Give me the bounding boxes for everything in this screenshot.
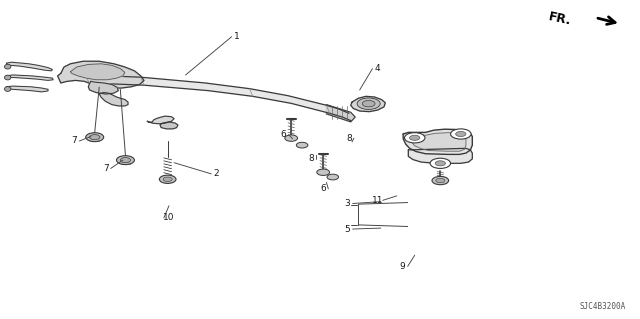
Polygon shape	[147, 116, 174, 124]
Text: 9: 9	[400, 262, 405, 271]
Ellipse shape	[4, 64, 11, 69]
Circle shape	[163, 177, 172, 182]
Text: 3: 3	[345, 199, 350, 208]
Text: 6: 6	[321, 184, 326, 193]
Text: 8: 8	[346, 134, 351, 143]
Text: 6: 6	[281, 130, 286, 139]
Polygon shape	[351, 96, 385, 112]
Text: 7: 7	[72, 137, 77, 145]
Polygon shape	[58, 61, 144, 88]
Circle shape	[86, 133, 104, 142]
Polygon shape	[99, 93, 128, 106]
Text: 2: 2	[214, 169, 219, 178]
Ellipse shape	[4, 75, 11, 80]
Circle shape	[435, 161, 445, 166]
Circle shape	[410, 135, 420, 140]
Polygon shape	[6, 75, 53, 80]
Polygon shape	[326, 105, 355, 122]
Polygon shape	[403, 129, 472, 154]
Polygon shape	[88, 81, 118, 94]
Polygon shape	[70, 64, 125, 80]
Polygon shape	[6, 62, 52, 71]
Circle shape	[456, 131, 466, 137]
Circle shape	[116, 156, 134, 165]
Ellipse shape	[4, 86, 11, 92]
Circle shape	[362, 100, 375, 107]
Text: SJC4B3200A: SJC4B3200A	[580, 302, 626, 311]
Circle shape	[404, 133, 425, 143]
Circle shape	[432, 176, 449, 185]
Polygon shape	[412, 133, 466, 151]
Circle shape	[451, 129, 471, 139]
Circle shape	[430, 158, 451, 168]
Circle shape	[285, 135, 298, 141]
Circle shape	[317, 169, 330, 175]
Text: FR.: FR.	[547, 11, 573, 28]
Polygon shape	[408, 148, 472, 163]
Polygon shape	[6, 86, 48, 92]
Text: 5: 5	[345, 225, 350, 234]
Circle shape	[436, 178, 445, 183]
Text: 8: 8	[308, 154, 314, 163]
Text: 1: 1	[234, 32, 239, 41]
Circle shape	[327, 174, 339, 180]
Text: 7: 7	[103, 164, 108, 173]
Circle shape	[120, 158, 131, 163]
Text: 11: 11	[372, 196, 383, 205]
Text: 4: 4	[375, 64, 380, 73]
Circle shape	[90, 135, 100, 140]
Text: 10: 10	[163, 213, 175, 222]
Circle shape	[357, 98, 380, 109]
Polygon shape	[86, 76, 351, 121]
Circle shape	[296, 142, 308, 148]
Polygon shape	[160, 122, 178, 129]
Circle shape	[159, 175, 176, 183]
